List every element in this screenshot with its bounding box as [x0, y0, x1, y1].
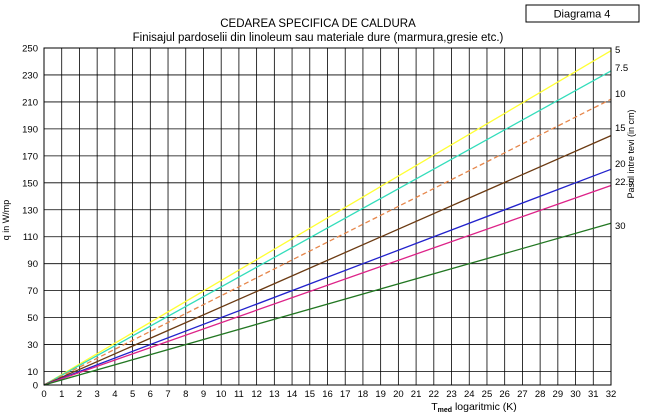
- y-tick-label: 90: [27, 259, 38, 270]
- series-lines: [43, 50, 612, 386]
- series-line-5: [43, 50, 612, 386]
- y-axis-label: q in W/mp: [1, 200, 11, 241]
- x-tick-label: 14: [287, 389, 298, 400]
- x-tick-label: 26: [499, 389, 510, 400]
- x-tick-label: 30: [570, 389, 581, 400]
- plot-frame: [43, 47, 612, 386]
- x-tick-label: 32: [606, 389, 617, 400]
- x-axis-label: Tmed logaritmic (K): [431, 401, 517, 414]
- x-tick-label: 31: [588, 389, 599, 400]
- x-tick-label: 10: [216, 389, 227, 400]
- x-tick-label: 16: [322, 389, 333, 400]
- x-axis-label-sub: med: [438, 407, 452, 414]
- series-line-15: [43, 135, 612, 386]
- diagram-badge-label: Diagrama 4: [554, 9, 611, 21]
- y-tick-label: 150: [22, 178, 38, 189]
- y-tick-label: 0: [33, 381, 38, 392]
- series-axis-label: Pasul intre tevi (in cm): [626, 109, 636, 198]
- series-line-10: [43, 98, 612, 386]
- x-tick-label: 11: [234, 389, 244, 400]
- y-tick-label: 190: [22, 124, 38, 135]
- x-tick-label: 13: [269, 389, 280, 400]
- y-tick-labels: 0 10 30 50 70 90 110 130 150 170 190 210 230 250: [22, 44, 38, 392]
- x-tick-label: 12: [251, 389, 262, 400]
- y-tick-label: 130: [22, 205, 38, 216]
- x-tick-label: 9: [201, 389, 206, 400]
- x-tick-labels: 0 1 2 3 4 5 6 7 8 9 10 11 12 13 14 15 16 17 18 19 20 21 22 23 24…: [41, 389, 616, 400]
- series-label-5: 5: [615, 45, 620, 56]
- x-axis-label-rest: logaritmic (K): [452, 401, 517, 413]
- series-label-20: 20: [615, 159, 626, 170]
- x-tick-label: 3: [95, 389, 100, 400]
- y-tick-label: 170: [22, 151, 38, 162]
- y-tick-label: 110: [23, 232, 38, 243]
- x-tick-label: 29: [553, 389, 564, 400]
- series-label-22-5: 22.5: [615, 177, 634, 188]
- x-tick-label: 17: [340, 389, 351, 400]
- series-label-10: 10: [615, 89, 626, 100]
- x-tick-label: 18: [358, 389, 369, 400]
- series-labels: 5 7.5 10 15 20 22.5 30: [615, 45, 634, 232]
- x-tick-label: 25: [482, 389, 493, 400]
- y-tick-label: 50: [27, 313, 38, 324]
- y-tick-label: 70: [27, 286, 38, 297]
- series-label-30: 30: [615, 221, 626, 232]
- x-tick-label: 1: [59, 389, 64, 400]
- x-axis-label-main: T: [431, 401, 438, 413]
- y-tick-label: 210: [22, 97, 38, 108]
- x-tick-label: 8: [183, 389, 188, 400]
- x-tick-label: 15: [304, 389, 315, 400]
- plot-border: [43, 47, 612, 386]
- series-label-7-5: 7.5: [615, 63, 628, 74]
- x-tick-label: 21: [411, 389, 422, 400]
- x-tick-label: 27: [517, 389, 528, 400]
- series-line-20: [43, 168, 612, 386]
- x-tick-label: 4: [112, 389, 117, 400]
- series-label-15: 15: [615, 123, 626, 134]
- x-tick-label: 24: [464, 389, 475, 400]
- x-tick-label: 7: [165, 389, 170, 400]
- series-line-22-5: [43, 184, 612, 386]
- x-tick-label: 20: [393, 389, 404, 400]
- x-tick-label: 28: [535, 389, 546, 400]
- series-line-30: [43, 222, 612, 386]
- x-tick-label: 23: [446, 389, 457, 400]
- x-tick-label: 0: [41, 389, 46, 400]
- x-tick-label: 2: [77, 389, 82, 400]
- x-tick-label: 6: [148, 389, 153, 400]
- diagram-badge-box: [525, 4, 640, 23]
- y-tick-label: 30: [27, 340, 38, 351]
- x-tick-label: 5: [130, 389, 135, 400]
- chart-title: CEDAREA SPECIFICA DE CALDURA: [220, 18, 416, 30]
- diagram-badge: Diagrama 4: [525, 4, 640, 23]
- y-tick-label: 230: [22, 70, 38, 81]
- chart-subtitle: Finisajul pardoselii din linoleum sau ma…: [133, 32, 504, 44]
- series-line-7-5: [43, 70, 612, 386]
- x-tick-label: 19: [375, 389, 386, 400]
- y-tick-label: 10: [27, 367, 38, 378]
- y-tick-label: 250: [22, 44, 38, 55]
- x-tick-label: 22: [429, 389, 440, 400]
